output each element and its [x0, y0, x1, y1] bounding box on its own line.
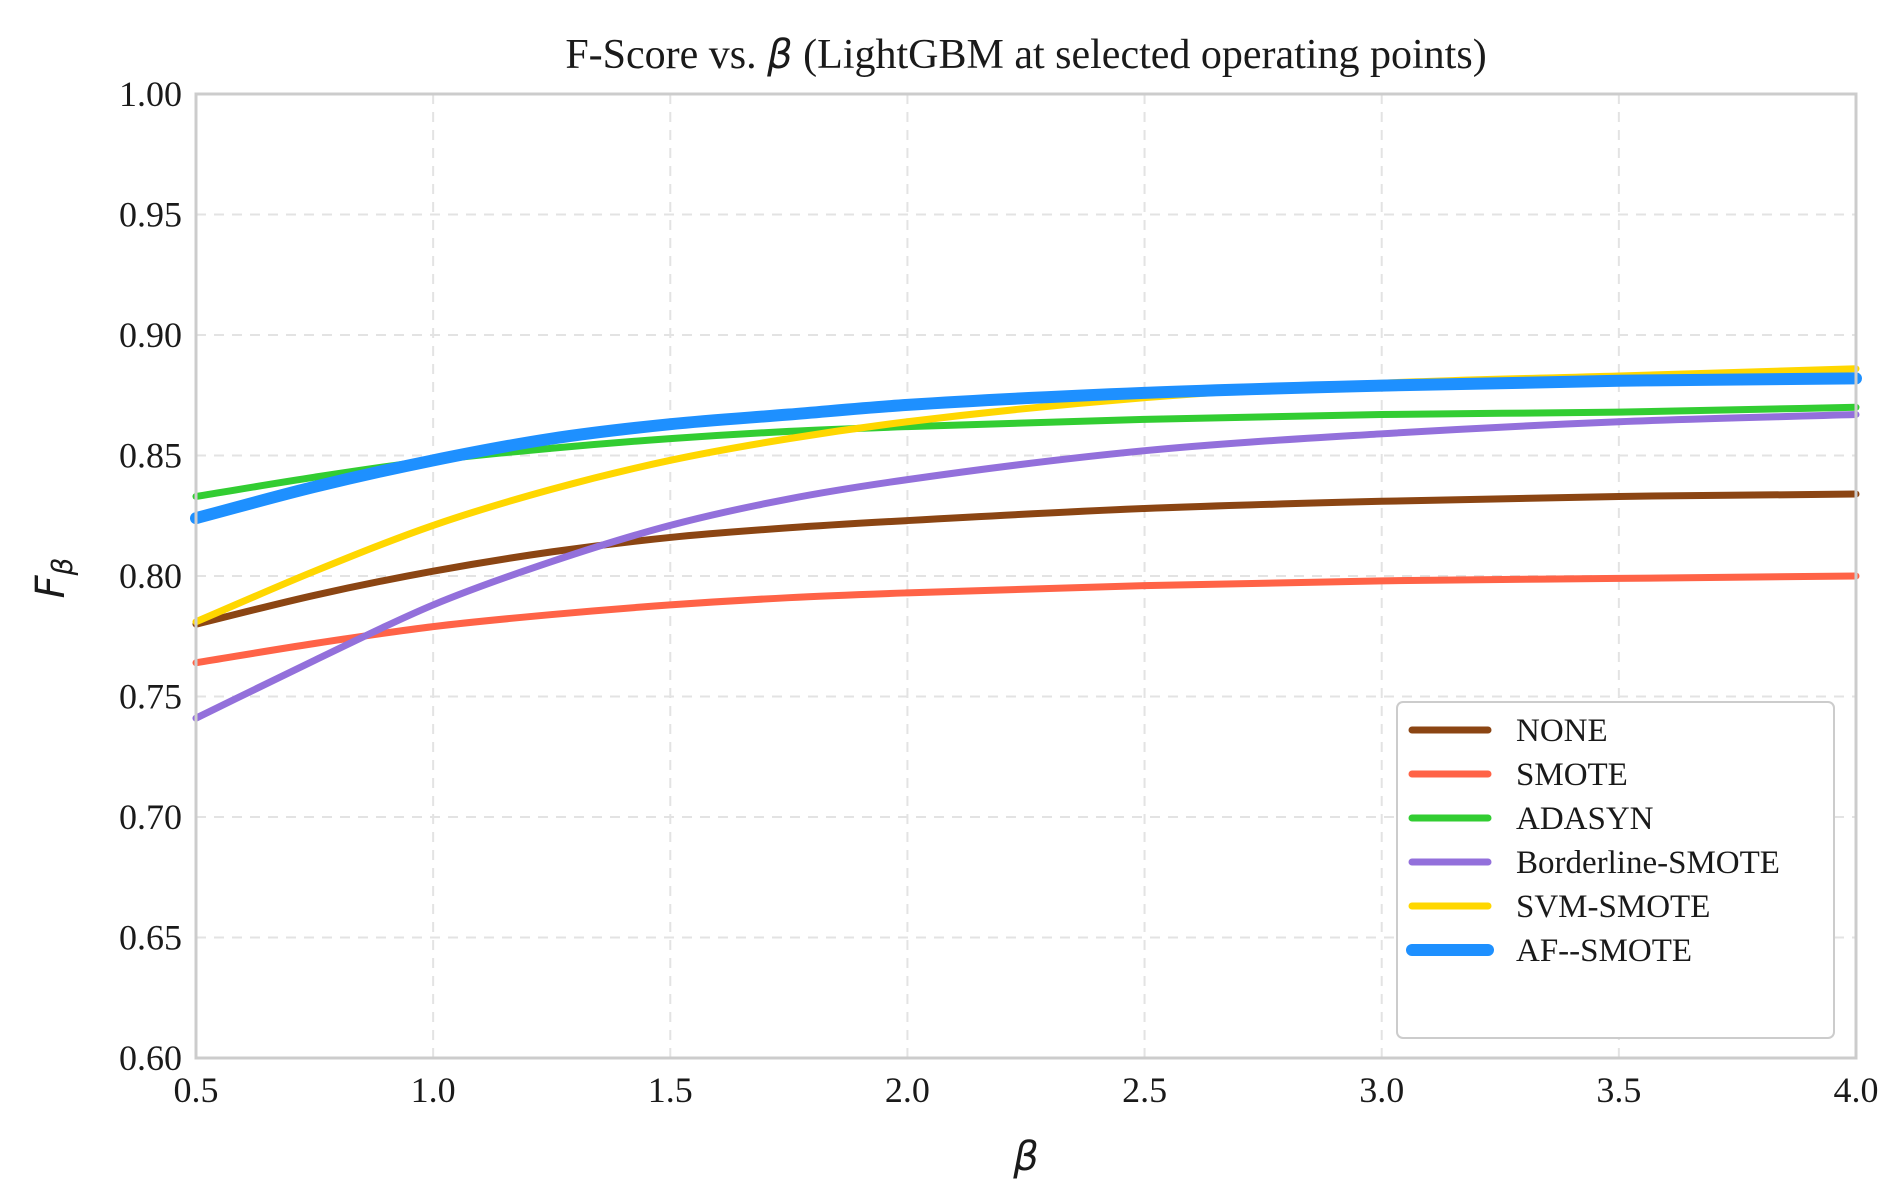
series-group: [190, 365, 1862, 722]
x-tick-label: 2.0: [885, 1070, 930, 1110]
x-tick-label: 3.5: [1596, 1070, 1641, 1110]
legend: NONE SMOTE ADASYN Borderline-SMOTE SVM-SMOTE…: [1396, 701, 1835, 1039]
legend-label-adasyn: ADASYN: [1516, 801, 1654, 837]
plot-frame: [194, 92, 1858, 1060]
legend-label-none: NONE: [1516, 713, 1608, 749]
chart-title: F-Score vs. β (LightGBM at selected oper…: [565, 32, 1486, 78]
y-axis-label-sub: β: [46, 557, 79, 576]
legend-label-borderline-smote: Borderline-SMOTE: [1516, 845, 1780, 881]
x-tick-label: 0.5: [174, 1070, 219, 1110]
x-tick-label: 3.0: [1359, 1070, 1404, 1110]
x-tick-label: 4.0: [1834, 1070, 1879, 1110]
y-tick-label: 0.95: [119, 195, 182, 235]
y-tick-label: 0.80: [119, 556, 182, 596]
y-tick-label: 0.65: [119, 918, 182, 958]
x-axis-label: β: [1012, 1134, 1039, 1180]
y-tick-label: 0.85: [119, 436, 182, 476]
legend-label-af-smote: AF--SMOTE: [1516, 933, 1692, 969]
y-tick-label: 0.90: [119, 315, 182, 355]
y-axis-label: Fβ: [28, 557, 79, 598]
x-tick-label: 1.5: [648, 1070, 693, 1110]
legend-items: NONE SMOTE ADASYN Borderline-SMOTE SVM-SMOTE…: [1406, 713, 1780, 969]
y-tick-label: 1.00: [119, 74, 182, 114]
legend-box: [1396, 701, 1835, 1039]
series-line-none: [192, 490, 1860, 628]
x-tick-label: 2.5: [1122, 1070, 1167, 1110]
series-line-borderline-smote: [192, 411, 1860, 722]
y-axis-label-main: F: [28, 574, 74, 598]
y-tick-label: 0.60: [119, 1038, 182, 1078]
x-axis-ticks: 0.5 1.0 1.5 2.0 2.5 3.0 3.5 4.0: [174, 1070, 1879, 1110]
y-tick-label: 0.75: [119, 677, 182, 717]
legend-label-smote: SMOTE: [1516, 757, 1628, 793]
chart-title-suffix: (LightGBM at selected operating points): [793, 32, 1487, 78]
x-tick-label: 1.0: [411, 1070, 456, 1110]
chart-title-prefix: F-Score vs.: [565, 32, 767, 78]
chart-title-symbol: β: [766, 32, 793, 78]
series-line-af-smote: [190, 372, 1862, 525]
series-line-smote: [192, 572, 1860, 667]
legend-label-svm-smote: SVM-SMOTE: [1516, 889, 1710, 925]
y-axis-ticks: 0.60 0.65 0.70 0.75 0.80 0.85 0.90 0.95 1.00: [119, 74, 182, 1078]
y-tick-label: 0.70: [119, 797, 182, 837]
